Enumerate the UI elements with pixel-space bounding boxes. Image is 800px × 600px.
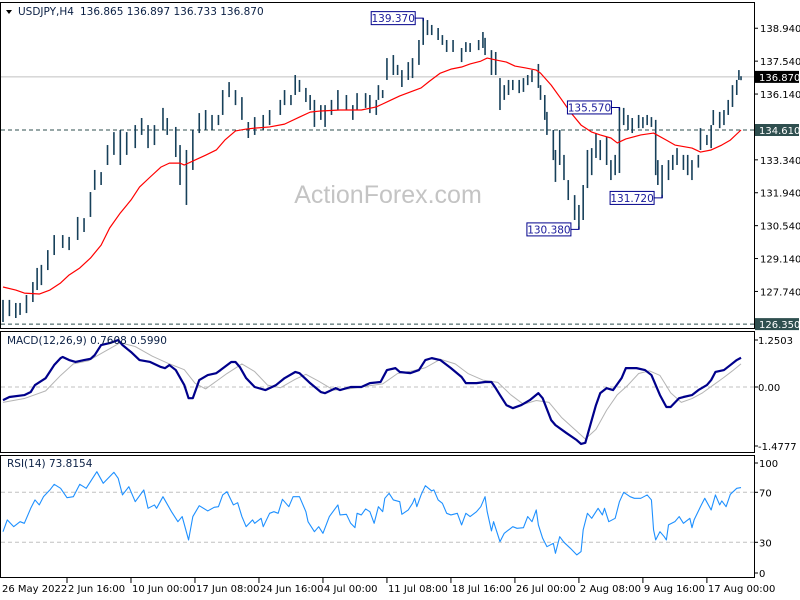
current-price-label-bg	[755, 70, 799, 83]
time-tick-label: 17 Aug 00:00	[708, 584, 775, 595]
indicator-lines	[2, 57, 742, 556]
time-tick-label: 9 Aug 16:00	[644, 584, 705, 595]
price-tick-label: 136.140	[760, 90, 800, 101]
price-tick-label: 131.940	[760, 189, 800, 200]
current-price-label: 136.870	[759, 73, 800, 84]
watermark: ActionForex.com	[294, 181, 482, 209]
price-tick-label: 137.540	[760, 57, 800, 68]
rsi-line	[2, 471, 742, 556]
macd-panel-frame	[0, 331, 755, 453]
callout-leader	[654, 194, 663, 199]
rsi-tick-label: 70	[759, 488, 772, 499]
moving-average-line	[2, 57, 742, 295]
callout-box	[370, 11, 416, 26]
symbol-label: USDJPY,H4 136.865 136.897 136.733 136.870	[18, 6, 264, 18]
level-label: 126.350	[759, 320, 800, 331]
price-callouts: 139.370 135.570 130.380 131.720	[370, 11, 663, 237]
level-label: 134.610	[759, 126, 800, 137]
callout-box	[609, 190, 655, 205]
price-tick-label: 138.940	[760, 24, 800, 35]
time-tick-label: 26 Jul 00:00	[516, 584, 576, 595]
callout-box	[526, 222, 572, 237]
callout-leader	[611, 106, 620, 111]
time-tick-label: 4 Jul 00:00	[324, 584, 378, 595]
time-tick-label: 2 Aug 08:00	[580, 584, 641, 595]
macd-label: MACD(12,26,9) 0.7608 0.5990	[7, 335, 167, 347]
price-tick-label: 129.140	[760, 255, 800, 266]
callout-leader	[570, 226, 580, 230]
time-tick-label: 24 Jun 16:00	[260, 584, 324, 595]
rsi-tick-label: 0	[759, 569, 765, 580]
price-bars	[2, 18, 742, 322]
rsi-panel-frame	[0, 455, 755, 578]
callout-box	[566, 100, 612, 115]
time-tick-label: 18 Jul 16:00	[452, 584, 512, 595]
panel-frames	[0, 2, 755, 578]
macd-tick-label: -1.4777	[758, 442, 797, 453]
level-label-bg	[755, 318, 799, 331]
macd-main-line	[2, 338, 742, 446]
price-tick-label: 127.740	[760, 287, 800, 298]
ohlc-values: 136.865 136.897 136.733 136.870	[80, 6, 264, 18]
time-tick-label: 10 Jun 00:00	[132, 584, 196, 595]
rsi-label: RSI(14) 73.8154	[7, 458, 93, 470]
callout-label: 131.720	[610, 193, 653, 205]
price-tick-label: 133.340	[760, 156, 800, 167]
callout-label: 130.380	[527, 224, 570, 236]
price-panel-frame	[0, 2, 755, 329]
macd-tick-label: 1.2503	[758, 336, 793, 347]
symbol: USDJPY,H4	[18, 6, 74, 18]
time-tick-label: 2 Jun 16:00	[68, 584, 125, 595]
time-tick-label: 17 Jun 08:00	[196, 584, 260, 595]
time-tick-label: 26 May 2022	[2, 584, 67, 595]
macd-signal-line	[2, 342, 742, 440]
callout-label: 135.570	[568, 102, 611, 114]
axes: 138.940 137.540 136.140 133.340 131.940 130.5…	[2, 24, 800, 595]
reference-lines	[1, 76, 754, 543]
callout-leader	[415, 17, 424, 22]
rsi-tick-label: 30	[759, 538, 772, 549]
rsi-tick-label: 100	[759, 459, 778, 470]
dropdown-triangle-icon[interactable]	[6, 10, 12, 14]
time-tick-label: 11 Jul 08:00	[388, 584, 448, 595]
macd-tick-label: 0.00	[758, 383, 780, 394]
level-label-bg	[755, 124, 799, 136]
callout-label: 139.370	[371, 13, 414, 25]
price-tick-label: 130.540	[760, 222, 800, 233]
